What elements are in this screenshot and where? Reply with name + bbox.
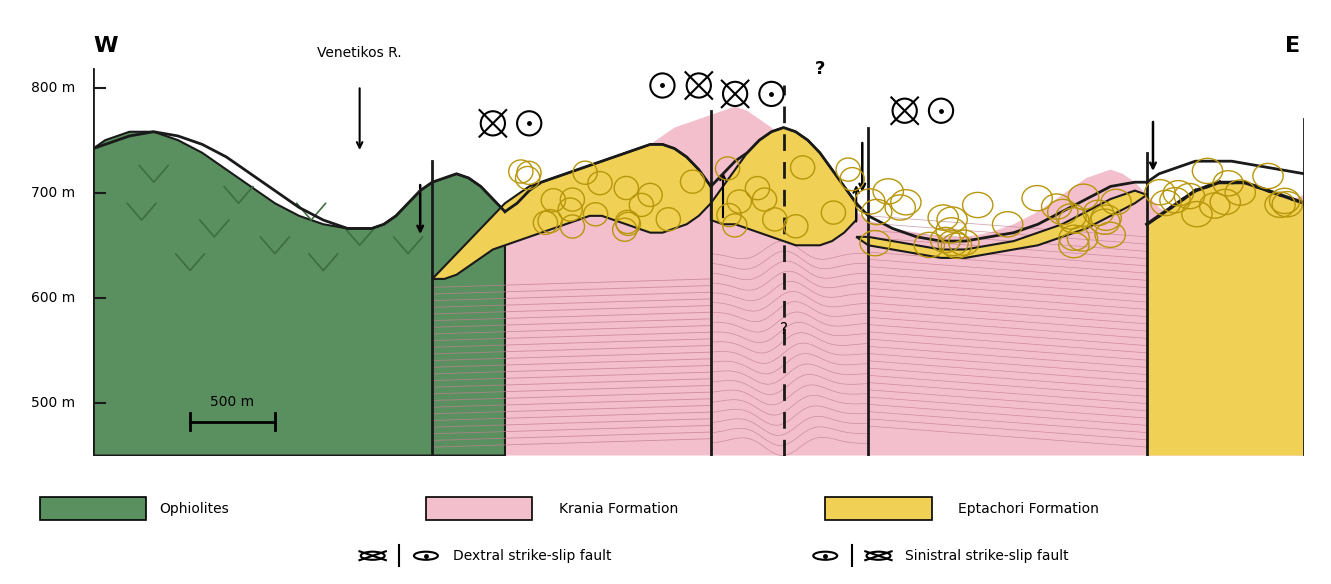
Text: Ophiolites: Ophiolites — [160, 502, 229, 516]
Text: v: v — [63, 503, 71, 516]
Text: Eptachori Formation: Eptachori Formation — [958, 502, 1099, 516]
Text: 500 m: 500 m — [31, 396, 75, 410]
Bar — [426, 496, 532, 520]
Polygon shape — [1147, 182, 1304, 456]
Polygon shape — [856, 190, 1147, 258]
Polygon shape — [433, 106, 1304, 456]
Text: 500 m: 500 m — [210, 395, 254, 409]
Text: Krania Formation: Krania Formation — [559, 502, 679, 516]
Text: ?: ? — [780, 322, 788, 337]
Text: 800 m: 800 m — [31, 81, 75, 95]
Text: Venetikos R.: Venetikos R. — [317, 46, 402, 60]
Polygon shape — [433, 144, 711, 279]
Text: Dextral strike-slip fault: Dextral strike-slip fault — [453, 549, 611, 563]
Bar — [825, 496, 932, 520]
Text: 600 m: 600 m — [31, 291, 75, 305]
Text: v: v — [102, 503, 110, 516]
Text: E: E — [1284, 36, 1300, 56]
Text: ?: ? — [815, 60, 825, 78]
Bar — [40, 496, 146, 520]
Text: W: W — [93, 36, 117, 56]
Polygon shape — [711, 127, 856, 245]
Text: Sinistral strike-slip fault: Sinistral strike-slip fault — [905, 549, 1069, 563]
Text: 700 m: 700 m — [31, 186, 75, 200]
Polygon shape — [93, 132, 504, 456]
